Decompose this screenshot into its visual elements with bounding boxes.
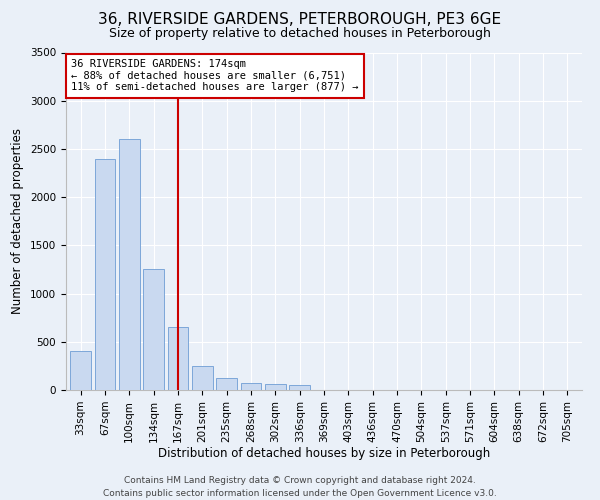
- Bar: [167, 328, 188, 390]
- Bar: [119, 140, 140, 390]
- Bar: [289, 385, 310, 390]
- Y-axis label: Number of detached properties: Number of detached properties: [11, 128, 25, 314]
- Text: 36 RIVERSIDE GARDENS: 174sqm
← 88% of detached houses are smaller (6,751)
11% of: 36 RIVERSIDE GARDENS: 174sqm ← 88% of de…: [71, 59, 359, 92]
- X-axis label: Distribution of detached houses by size in Peterborough: Distribution of detached houses by size …: [158, 448, 490, 460]
- Bar: [143, 270, 164, 390]
- Bar: [192, 366, 212, 390]
- Bar: [216, 378, 237, 390]
- Text: 36, RIVERSIDE GARDENS, PETERBOROUGH, PE3 6GE: 36, RIVERSIDE GARDENS, PETERBOROUGH, PE3…: [98, 12, 502, 28]
- Bar: [241, 383, 262, 390]
- Bar: [70, 352, 91, 390]
- Text: Contains HM Land Registry data © Crown copyright and database right 2024.
Contai: Contains HM Land Registry data © Crown c…: [103, 476, 497, 498]
- Text: Size of property relative to detached houses in Peterborough: Size of property relative to detached ho…: [109, 28, 491, 40]
- Bar: [265, 384, 286, 390]
- Bar: [95, 158, 115, 390]
